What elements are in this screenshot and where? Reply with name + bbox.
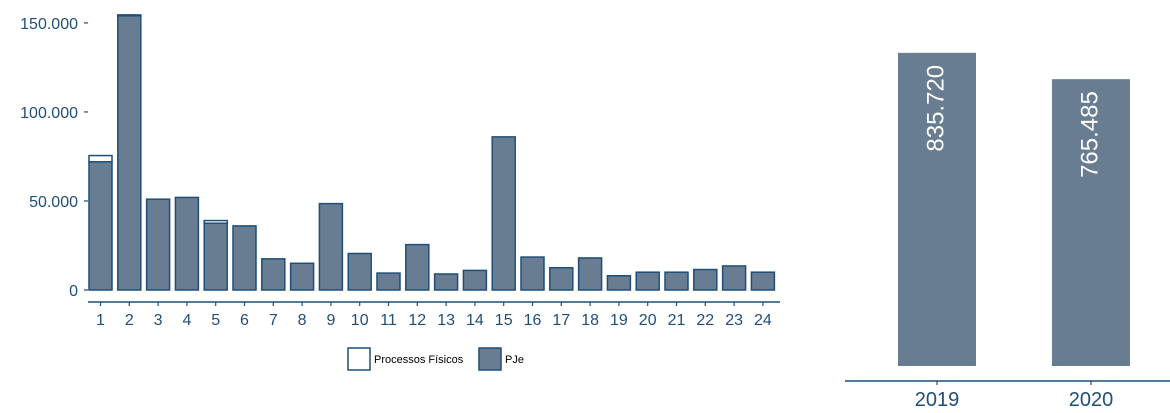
x-tick-label: 20 bbox=[639, 312, 657, 329]
bar-year bbox=[898, 52, 976, 366]
y-tick-label: 0 bbox=[69, 283, 78, 300]
x-tick-label: 16 bbox=[524, 312, 542, 329]
bar-pje bbox=[750, 271, 776, 291]
x-tick-label: 1 bbox=[96, 312, 105, 329]
x-tick-label: 24 bbox=[754, 312, 772, 329]
bar-pje bbox=[520, 256, 545, 291]
bar-pje bbox=[635, 271, 660, 291]
bar-pje bbox=[433, 273, 459, 291]
bar-pje bbox=[606, 275, 632, 291]
y-tick-label: 100.000 bbox=[20, 105, 78, 122]
bar-pje bbox=[232, 225, 257, 291]
x-tick-label: 21 bbox=[668, 312, 686, 329]
x-tick-label: 2 bbox=[125, 312, 134, 329]
x-tick-label: 4 bbox=[182, 312, 191, 329]
bar-pje bbox=[203, 222, 228, 291]
yearly-bar-chart: 835.720 2019 765.485 2020 bbox=[845, 52, 1170, 411]
chart-legend: Processos Físicos PJe bbox=[347, 347, 524, 371]
bar-data-label: 835.720 bbox=[922, 65, 949, 152]
legend-swatch-processos-fisicos bbox=[347, 347, 371, 371]
x-tick-label: 13 bbox=[437, 312, 455, 329]
bar-processos-fisicos bbox=[117, 14, 142, 17]
bar-pje bbox=[462, 269, 488, 291]
bar-pje bbox=[549, 266, 574, 291]
bar-pje bbox=[117, 15, 142, 291]
x-tick-label: 5 bbox=[211, 312, 220, 329]
legend-label-processos-fisicos: Processos Físicos bbox=[374, 354, 464, 366]
bar-pje bbox=[88, 161, 113, 291]
x-tick-label: 14 bbox=[466, 312, 484, 329]
y-tick-label: 50.000 bbox=[29, 194, 78, 211]
bar-pje bbox=[318, 202, 344, 291]
bar-processos-fisicos bbox=[88, 154, 113, 163]
bar-pje bbox=[693, 268, 718, 291]
x-tick-label: 18 bbox=[581, 312, 599, 329]
x-tick-label: 12 bbox=[408, 312, 426, 329]
x-tick-label: 11 bbox=[380, 312, 397, 329]
bar-data-label: 765.485 bbox=[1076, 91, 1103, 178]
x-tick-label: 8 bbox=[298, 312, 307, 329]
bar-pje bbox=[664, 271, 689, 291]
bar-pje bbox=[376, 272, 401, 291]
x-tick-label: 3 bbox=[154, 312, 163, 329]
bar-pje bbox=[347, 252, 372, 291]
x-tick-label: 15 bbox=[495, 312, 513, 329]
bar-pje bbox=[491, 136, 516, 291]
bar-pje bbox=[721, 265, 747, 291]
x-tick-label: 22 bbox=[696, 312, 714, 329]
legend-swatch-pje bbox=[478, 347, 502, 371]
bar-pje bbox=[577, 257, 603, 291]
bar-pje bbox=[261, 258, 286, 291]
bar-processos-fisicos bbox=[203, 219, 228, 224]
y-tick-label: 150.000 bbox=[20, 16, 78, 33]
x-tick-label: 2020 bbox=[1069, 389, 1114, 408]
x-tick-label: 6 bbox=[240, 312, 249, 329]
legend-label-pje: PJe bbox=[505, 354, 524, 366]
x-tick-label: 17 bbox=[552, 312, 570, 329]
bar-pje bbox=[289, 262, 315, 291]
bar-year bbox=[1052, 79, 1130, 367]
x-tick-label: 10 bbox=[351, 312, 369, 329]
bar-pje bbox=[405, 243, 430, 291]
x-tick-label: 7 bbox=[269, 312, 278, 329]
bar-pje bbox=[174, 196, 200, 291]
x-tick-label: 9 bbox=[326, 312, 335, 329]
bar-pje bbox=[145, 198, 171, 291]
x-tick-label: 23 bbox=[725, 312, 743, 329]
x-tick-label: 19 bbox=[610, 312, 628, 329]
x-tick-label: 2019 bbox=[915, 389, 960, 408]
